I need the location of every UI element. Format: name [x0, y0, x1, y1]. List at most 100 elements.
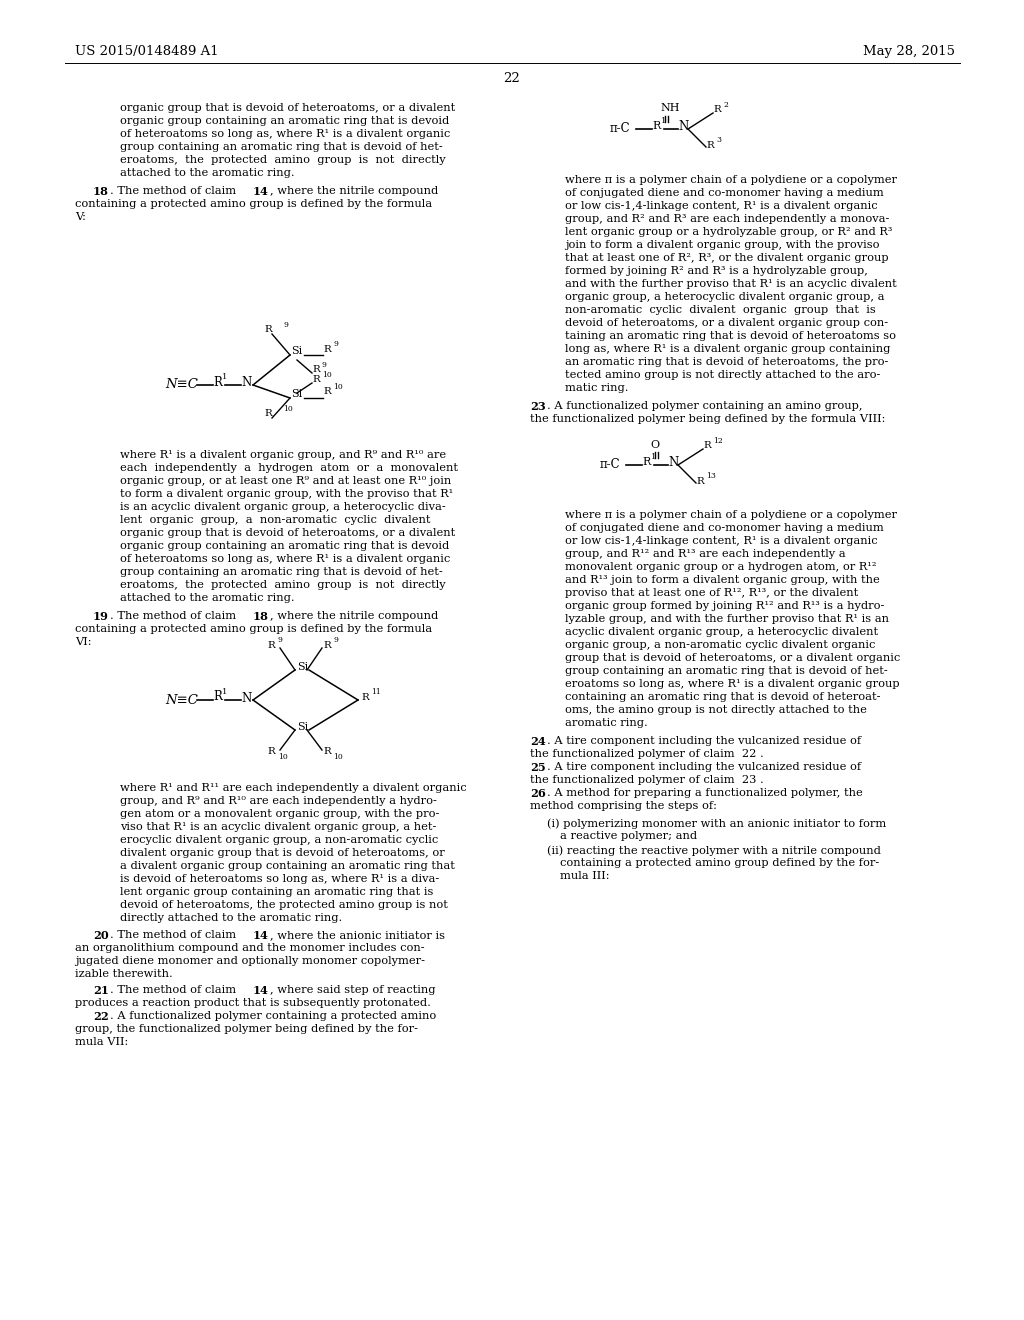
Text: devoid of heteroatoms, the protected amino group is not: devoid of heteroatoms, the protected ami… — [120, 900, 447, 909]
Text: (i) polymerizing monomer with an anionic initiator to form: (i) polymerizing monomer with an anionic… — [547, 818, 886, 829]
Text: 1: 1 — [662, 117, 667, 125]
Text: 1: 1 — [222, 374, 227, 381]
Text: R: R — [323, 345, 331, 354]
Text: 10: 10 — [333, 752, 343, 762]
Text: the functionalized polymer of claim  22 .: the functionalized polymer of claim 22 . — [530, 748, 764, 759]
Text: R: R — [703, 441, 711, 450]
Text: π-C: π-C — [610, 123, 631, 136]
Text: where R¹ and R¹¹ are each independently a divalent organic: where R¹ and R¹¹ are each independently … — [120, 783, 467, 793]
Text: mula III:: mula III: — [560, 871, 609, 880]
Text: devoid of heteroatoms, or a divalent organic group con-: devoid of heteroatoms, or a divalent org… — [565, 318, 888, 327]
Text: 18: 18 — [93, 186, 109, 197]
Text: containing a protected amino group is defined by the formula: containing a protected amino group is de… — [75, 199, 432, 209]
Text: 9: 9 — [278, 636, 283, 644]
Text: group, and R¹² and R¹³ are each independently a: group, and R¹² and R¹³ are each independ… — [565, 549, 846, 558]
Text: 10: 10 — [278, 752, 288, 762]
Text: 24: 24 — [530, 737, 546, 747]
Text: containing a protected amino group defined by the for-: containing a protected amino group defin… — [560, 858, 880, 869]
Text: 13: 13 — [706, 473, 716, 480]
Text: N≡C: N≡C — [165, 693, 198, 706]
Text: matic ring.: matic ring. — [565, 383, 629, 393]
Text: group, and R⁹ and R¹⁰ are each independently a hydro-: group, and R⁹ and R¹⁰ are each independe… — [120, 796, 437, 807]
Text: of heteroatoms so long as, where R¹ is a divalent organic: of heteroatoms so long as, where R¹ is a… — [120, 129, 451, 139]
Text: R: R — [323, 640, 331, 649]
Text: 14: 14 — [253, 186, 269, 197]
Text: containing an aromatic ring that is devoid of heteroat-: containing an aromatic ring that is devo… — [565, 692, 881, 702]
Text: organic group, a non-aromatic cyclic divalent organic: organic group, a non-aromatic cyclic div… — [565, 640, 876, 649]
Text: 23: 23 — [530, 401, 546, 412]
Text: 10: 10 — [283, 405, 293, 413]
Text: N: N — [678, 120, 688, 132]
Text: acyclic divalent organic group, a heterocyclic divalent: acyclic divalent organic group, a hetero… — [565, 627, 879, 638]
Text: eroatoms so long as, where R¹ is a divalent organic group: eroatoms so long as, where R¹ is a dival… — [565, 678, 900, 689]
Text: . A tire component including the vulcanized residue of: . A tire component including the vulcani… — [547, 762, 861, 772]
Text: group containing an aromatic ring that is devoid of het-: group containing an aromatic ring that i… — [120, 143, 442, 152]
Text: . A functionalized polymer containing a protected amino: . A functionalized polymer containing a … — [110, 1011, 436, 1020]
Text: lent  organic  group,  a  non-aromatic  cyclic  divalent: lent organic group, a non-aromatic cycli… — [120, 515, 430, 525]
Text: organic group that is devoid of heteroatoms, or a divalent: organic group that is devoid of heteroat… — [120, 528, 456, 539]
Text: R: R — [264, 326, 272, 334]
Text: 21: 21 — [93, 985, 109, 997]
Text: method comprising the steps of:: method comprising the steps of: — [530, 801, 717, 810]
Text: where R¹ is a divalent organic group, and R⁹ and R¹⁰ are: where R¹ is a divalent organic group, an… — [120, 450, 446, 459]
Text: izable therewith.: izable therewith. — [75, 969, 173, 979]
Text: monovalent organic group or a hydrogen atom, or R¹²: monovalent organic group or a hydrogen a… — [565, 562, 877, 572]
Text: 2: 2 — [723, 102, 728, 110]
Text: 9: 9 — [333, 341, 338, 348]
Text: R: R — [213, 690, 222, 704]
Text: of conjugated diene and co-monomer having a medium: of conjugated diene and co-monomer havin… — [565, 187, 884, 198]
Text: 3: 3 — [716, 136, 721, 144]
Text: where π is a polymer chain of a polydiene or a copolymer: where π is a polymer chain of a polydien… — [565, 176, 897, 185]
Text: organic group that is devoid of heteroatoms, or a divalent: organic group that is devoid of heteroat… — [120, 103, 456, 114]
Text: V:: V: — [75, 213, 86, 222]
Text: Si: Si — [291, 389, 302, 399]
Text: 11: 11 — [371, 688, 381, 696]
Text: 20: 20 — [93, 931, 109, 941]
Text: of conjugated diene and co-monomer having a medium: of conjugated diene and co-monomer havin… — [565, 523, 884, 533]
Text: R: R — [267, 747, 274, 756]
Text: N: N — [241, 376, 251, 389]
Text: mula VII:: mula VII: — [75, 1038, 128, 1047]
Text: 9: 9 — [283, 321, 288, 329]
Text: group, and R² and R³ are each independently a monova-: group, and R² and R³ are each independen… — [565, 214, 890, 224]
Text: taining an aromatic ring that is devoid of heteroatoms so: taining an aromatic ring that is devoid … — [565, 331, 896, 341]
Text: organic group, a heterocyclic divalent organic group, a: organic group, a heterocyclic divalent o… — [565, 292, 885, 302]
Text: 12: 12 — [713, 437, 723, 445]
Text: N: N — [241, 692, 251, 705]
Text: R: R — [323, 388, 331, 396]
Text: and R¹³ join to form a divalent organic group, with the: and R¹³ join to form a divalent organic … — [565, 576, 880, 585]
Text: is an acyclic divalent organic group, a heterocyclic diva-: is an acyclic divalent organic group, a … — [120, 502, 445, 512]
Text: aromatic ring.: aromatic ring. — [565, 718, 648, 729]
Text: R: R — [213, 375, 222, 388]
Text: each  independently  a  hydrogen  atom  or  a  monovalent: each independently a hydrogen atom or a … — [120, 463, 458, 473]
Text: attached to the aromatic ring.: attached to the aromatic ring. — [120, 168, 295, 178]
Text: erocyclic divalent organic group, a non-aromatic cyclic: erocyclic divalent organic group, a non-… — [120, 836, 438, 845]
Text: group containing an aromatic ring that is devoid of het-: group containing an aromatic ring that i… — [120, 568, 442, 577]
Text: May 28, 2015: May 28, 2015 — [863, 45, 955, 58]
Text: US 2015/0148489 A1: US 2015/0148489 A1 — [75, 45, 219, 58]
Text: . A method for preparing a functionalized polymer, the: . A method for preparing a functionalize… — [547, 788, 863, 799]
Text: Si: Si — [297, 722, 308, 733]
Text: . A tire component including the vulcanized residue of: . A tire component including the vulcani… — [547, 737, 861, 746]
Text: a reactive polymer; and: a reactive polymer; and — [560, 832, 697, 841]
Text: produces a reaction product that is subsequently protonated.: produces a reaction product that is subs… — [75, 998, 431, 1008]
Text: formed by joining R² and R³ is a hydrolyzable group,: formed by joining R² and R³ is a hydroly… — [565, 267, 868, 276]
Text: attached to the aromatic ring.: attached to the aromatic ring. — [120, 593, 295, 603]
Text: 14: 14 — [253, 931, 269, 941]
Text: 10: 10 — [333, 383, 343, 391]
Text: long as, where R¹ is a divalent organic group containing: long as, where R¹ is a divalent organic … — [565, 345, 891, 354]
Text: or low cis-1,4-linkage content, R¹ is a divalent organic: or low cis-1,4-linkage content, R¹ is a … — [565, 536, 878, 546]
Text: eroatoms,  the  protected  amino  group  is  not  directly: eroatoms, the protected amino group is n… — [120, 154, 445, 165]
Text: that at least one of R², R³, or the divalent organic group: that at least one of R², R³, or the diva… — [565, 253, 889, 263]
Text: , where the anionic initiator is: , where the anionic initiator is — [270, 931, 445, 940]
Text: organic group formed by joining R¹² and R¹³ is a hydro-: organic group formed by joining R¹² and … — [565, 601, 885, 611]
Text: proviso that at least one of R¹², R¹³, or the divalent: proviso that at least one of R¹², R¹³, o… — [565, 587, 858, 598]
Text: . The method of claim: . The method of claim — [110, 931, 240, 940]
Text: R: R — [312, 366, 319, 375]
Text: R: R — [696, 477, 703, 486]
Text: group, the functionalized polymer being defined by the for-: group, the functionalized polymer being … — [75, 1024, 418, 1034]
Text: R: R — [264, 409, 272, 418]
Text: organic group, or at least one R⁹ and at least one R¹⁰ join: organic group, or at least one R⁹ and at… — [120, 477, 452, 486]
Text: 1: 1 — [651, 453, 656, 461]
Text: R: R — [361, 693, 369, 701]
